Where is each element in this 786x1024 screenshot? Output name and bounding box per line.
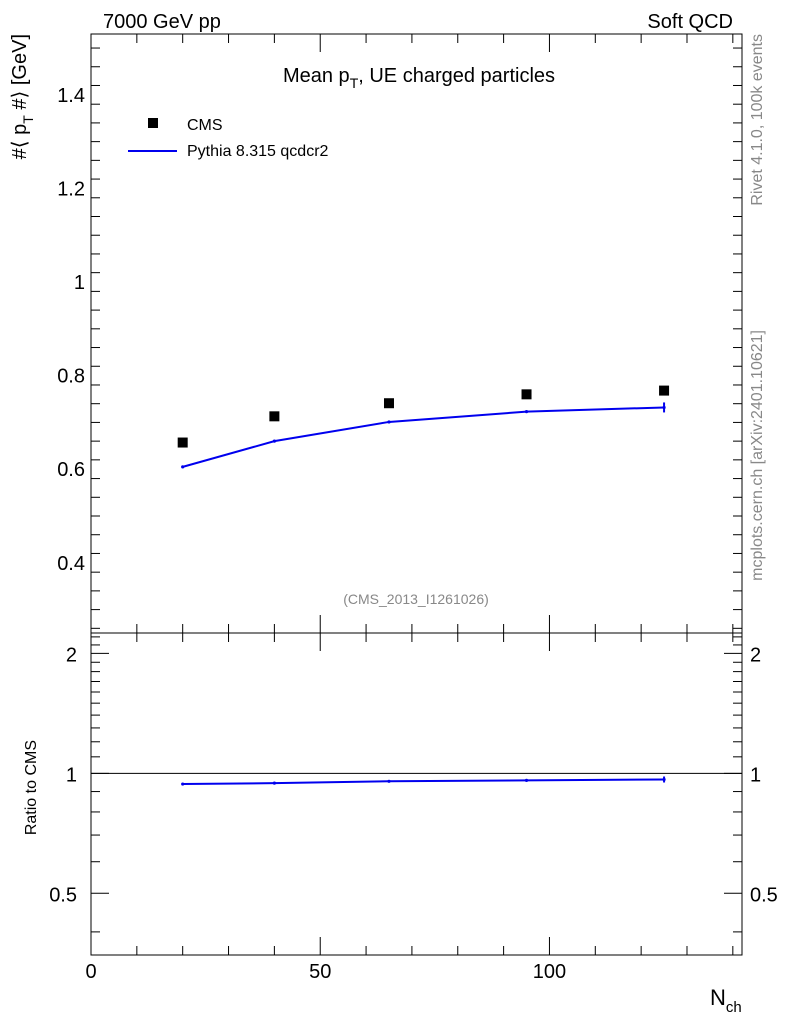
pythia-point (181, 465, 185, 469)
main-y-tick-label-0-4: 0.4 (57, 553, 85, 575)
ratio-y-tick-label-right-0-5: 0.5 (750, 884, 778, 906)
side-mcplots-label: mcplots.cern.ch [arXiv:2401.10621] (749, 330, 766, 581)
ratio-point (524, 778, 529, 782)
analysis-watermark: (CMS_2013_I1261026) (343, 591, 489, 607)
header-category: Soft QCD (647, 11, 733, 33)
ratio-series-group (91, 772, 742, 786)
ratio-y-tick-label-2: 2 (66, 644, 77, 666)
main-y-axis-label: #⟨ pT #⟩ [GeV] (9, 34, 36, 159)
main-y-tick-label-0-8: 0.8 (57, 366, 85, 388)
x-tick-label-100: 100 (533, 961, 566, 983)
pythia-point (387, 420, 391, 424)
main-y-tick-label-1: 1 (74, 272, 85, 294)
cms-data-point (269, 411, 280, 422)
x-tick-label-0: 0 (85, 961, 96, 983)
cms-data-point (383, 398, 394, 409)
main-series-group (177, 385, 670, 469)
ratio-y-axis-label: Ratio to CMS (23, 740, 40, 835)
x-axis-label: Nch (710, 985, 742, 1016)
ratio-y-ticks: 0.5 0.5 1 1 2 2 (49, 636, 778, 933)
ratio-point (272, 781, 276, 785)
ratio-y-tick-label-0-5: 0.5 (49, 884, 77, 906)
legend-label-pythia: Pythia 8.315 qcdcr2 (187, 143, 329, 160)
ratio-y-tick-label-1: 1 (66, 764, 77, 786)
main-y-tick-label-0-6: 0.6 (57, 459, 85, 481)
pythia-point (272, 439, 276, 443)
legend-marker-cms (148, 118, 158, 128)
legend: CMS Pythia 8.315 qcdcr2 (128, 117, 329, 160)
cms-data-point (659, 385, 670, 396)
x-tick-label-50: 50 (309, 961, 331, 983)
x-ticks: 0 50 100 (85, 34, 734, 983)
pythia-point (524, 410, 529, 414)
ratio-y-tick-label-right-2: 2 (750, 644, 761, 666)
cms-data-point (177, 437, 188, 448)
main-y-tick-label-1-2: 1.2 (57, 178, 85, 200)
ratio-curve (182, 778, 665, 786)
main-y-tick-label-1-4: 1.4 (57, 85, 85, 107)
chart-title: Mean pT, UE charged particles (283, 65, 555, 91)
pythia-curve (182, 406, 665, 468)
header-energy: 7000 GeV pp (103, 11, 221, 33)
ratio-point (181, 782, 185, 786)
ratio-point (387, 779, 391, 783)
legend-label-cms: CMS (187, 117, 223, 134)
cms-data-point (521, 389, 532, 400)
main-y-ticks: 0.4 0.6 0.8 1 1.2 1.4 (57, 47, 742, 629)
side-rivet-label: Rivet 4.1.0, 100k events (749, 34, 766, 206)
ratio-panel-frame (90, 632, 743, 956)
ratio-y-tick-label-right-1: 1 (750, 764, 761, 786)
